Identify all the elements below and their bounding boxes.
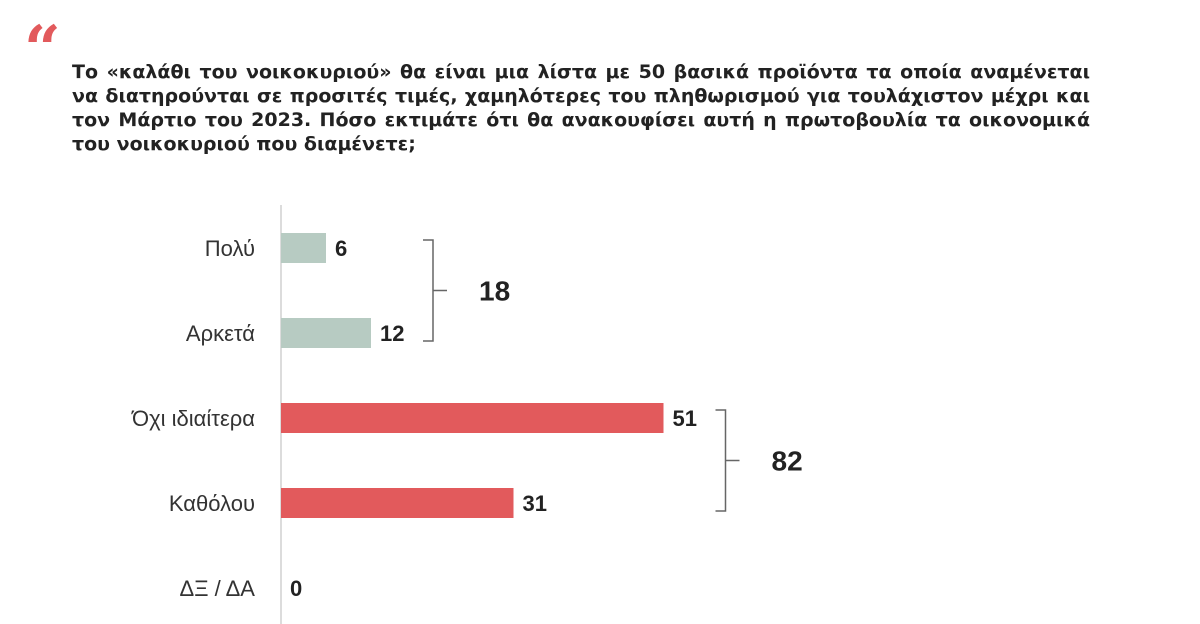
value-label: 0 xyxy=(290,576,302,601)
bar xyxy=(281,233,326,263)
category-label: Αρκετά xyxy=(186,321,255,346)
category-label: Πολύ xyxy=(205,236,255,261)
value-label: 51 xyxy=(673,406,697,431)
group-total-label: 18 xyxy=(479,276,510,307)
value-label: 31 xyxy=(523,491,547,516)
category-label: Καθόλου xyxy=(169,491,255,516)
category-label: Όχι ιδιαίτερα xyxy=(131,406,255,431)
quote-mark-icon: “ xyxy=(24,12,61,87)
group-bracket xyxy=(715,409,740,512)
bar xyxy=(281,318,371,348)
survey-question: Το «καλάθι του νοικοκυριού» θα είναι μια… xyxy=(72,61,1090,155)
group-total-label: 82 xyxy=(772,446,803,477)
value-label: 6 xyxy=(335,236,347,261)
bar xyxy=(281,488,514,518)
category-label: ΔΞ / ΔΑ xyxy=(180,576,256,601)
value-label: 12 xyxy=(380,321,404,346)
group-bracket xyxy=(423,239,447,342)
bar xyxy=(281,403,664,433)
